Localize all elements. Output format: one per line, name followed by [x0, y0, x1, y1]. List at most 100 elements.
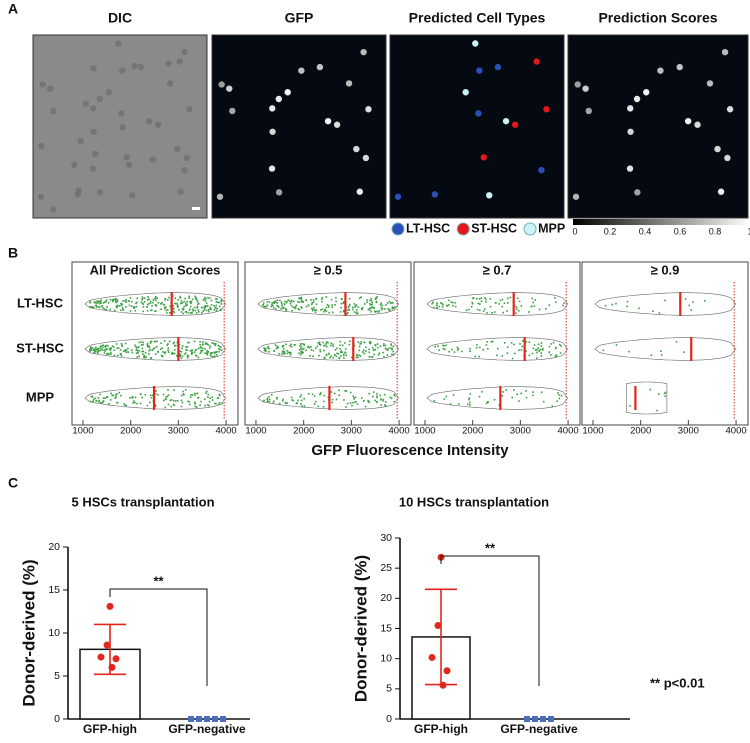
cell-dot [367, 400, 370, 403]
cell-dot [197, 347, 200, 350]
cell-dot [197, 303, 199, 306]
cell-dot [320, 309, 322, 311]
cell-dot [135, 346, 137, 348]
cell [643, 89, 650, 96]
cell-dot [97, 300, 100, 303]
cell-dot [267, 345, 269, 348]
cell [181, 166, 188, 174]
cell [333, 121, 341, 128]
cell-dot [97, 397, 100, 399]
cell-dot [297, 399, 299, 402]
row-label: LT-HSC [17, 295, 64, 310]
cell-dot [107, 344, 109, 347]
cell-dot [352, 308, 354, 311]
cell [154, 121, 162, 128]
cell-dot [344, 389, 346, 392]
cell-dot [128, 300, 131, 303]
cell-dot [545, 308, 547, 310]
cell-dot [380, 306, 383, 309]
cell-dot [370, 299, 373, 302]
cell-dot [146, 344, 149, 346]
cell-dot [142, 350, 145, 353]
cell-dot [200, 306, 203, 309]
cell-dot [118, 391, 121, 394]
cell-dot [312, 308, 314, 310]
cell-dot [277, 306, 280, 308]
cell-dot [132, 402, 135, 404]
cell [538, 166, 545, 174]
cell-dot [213, 355, 216, 357]
cell-dot [263, 306, 265, 308]
cell-dot [187, 400, 189, 403]
cell-dot [392, 307, 395, 309]
cell-dot [457, 403, 460, 405]
cell-dot [150, 340, 153, 343]
cell-dot [174, 344, 177, 347]
cell-dot [101, 401, 104, 404]
cell-dot [384, 344, 387, 347]
cell-dot [340, 298, 343, 300]
cell-dot [638, 307, 640, 310]
cell-dot [100, 302, 102, 304]
cell-dot [515, 312, 517, 314]
cell-dot [446, 305, 449, 307]
cell-dot [161, 355, 164, 358]
cell [726, 106, 734, 113]
cell-dot [540, 355, 543, 357]
cell-dot [132, 396, 134, 399]
cell-dot [316, 345, 319, 348]
cell-dot [325, 354, 328, 357]
cell-dot [367, 399, 369, 402]
cell-dot [215, 351, 217, 353]
cell-dot [195, 355, 198, 357]
cell-dot [164, 398, 167, 401]
y-axis-label: Donor-derived (%) [351, 555, 370, 702]
cell-dot [215, 402, 217, 405]
cell-dot [393, 395, 396, 397]
cell-dot [197, 397, 199, 399]
cell-dot [334, 349, 337, 351]
cell-dot [349, 391, 352, 394]
cell-dot [332, 356, 335, 359]
cell-dot [347, 306, 350, 309]
cell-dot [664, 391, 667, 394]
cell-dot [147, 296, 149, 298]
cell [721, 48, 729, 56]
cell-dot [167, 394, 170, 396]
cell-dot [386, 349, 389, 352]
cell-dot [141, 396, 143, 399]
cell-dot [120, 355, 123, 357]
cell-dot [324, 344, 326, 347]
cell-dot [346, 402, 349, 405]
cell [145, 117, 153, 125]
cell-dot [150, 397, 153, 399]
cell-dot [276, 345, 279, 348]
cell-dot [327, 306, 330, 308]
data-point [439, 681, 447, 689]
cell-dot [292, 306, 294, 309]
cell-dot [538, 308, 541, 311]
cell-dot [148, 353, 150, 355]
cell-dot [207, 344, 210, 346]
cell-dot [281, 400, 284, 402]
cell-dot [204, 300, 207, 302]
cell-dot [146, 298, 149, 301]
cell-dot [140, 393, 142, 395]
x-tick-label: 1000 [245, 426, 266, 437]
cell-dot [328, 353, 330, 355]
cell-dot [216, 354, 218, 356]
cell-dot [323, 394, 325, 397]
cell-dot [164, 298, 166, 301]
cell-dot [124, 342, 127, 345]
cell-dot [154, 390, 157, 392]
cell-dot [136, 297, 139, 300]
cell-dot [220, 308, 223, 311]
colorbar-tick-label: 0.2 [604, 226, 617, 236]
cell-dot [372, 391, 375, 393]
cell [166, 80, 174, 87]
cell-dot [438, 305, 441, 308]
cell-dot [368, 341, 371, 344]
cell-dot [116, 300, 119, 303]
cell-dot [204, 306, 207, 308]
cell-dot [274, 344, 277, 346]
